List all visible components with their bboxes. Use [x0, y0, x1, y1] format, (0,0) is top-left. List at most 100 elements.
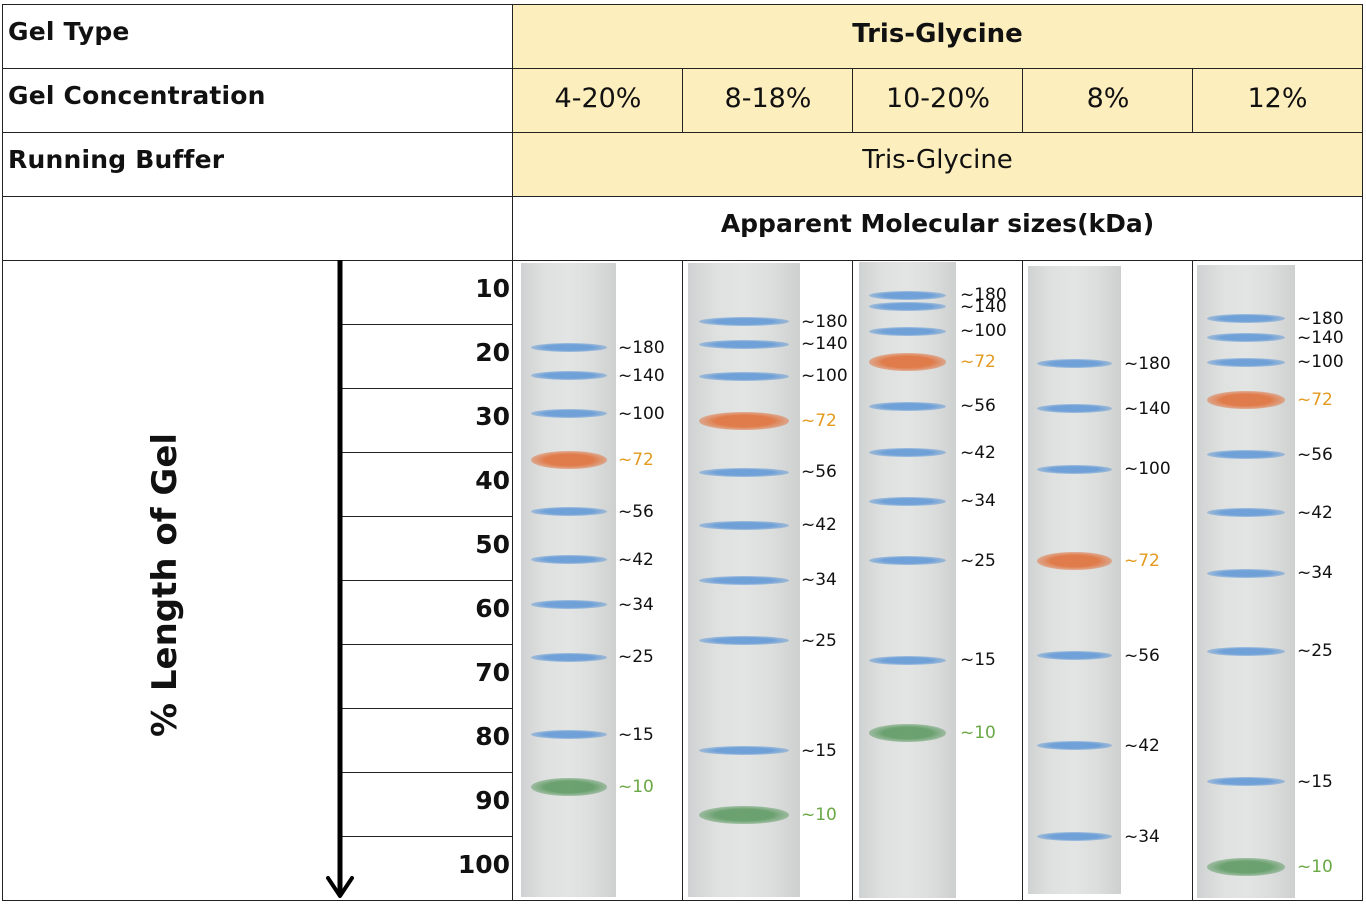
concentration-label: 10-20% — [885, 83, 991, 114]
band-kda-72 — [699, 411, 789, 430]
concentration-row — [513, 69, 1362, 132]
size-label: ~34 — [618, 594, 654, 615]
size-labels-8: ~180 ~140 ~100 ~72 ~56 ~42 ~34 — [1124, 266, 1184, 894]
size-label: ~56 — [801, 462, 837, 483]
band-kda-15 — [1206, 777, 1286, 787]
band-kda-72 — [1206, 391, 1286, 410]
size-label: ~56 — [1124, 645, 1160, 666]
size-label: ~72 — [1297, 390, 1333, 411]
band-kda-100 — [868, 326, 947, 336]
concentration-label: 8-18% — [724, 83, 812, 114]
band-kda-180 — [1037, 359, 1112, 369]
size-labels-12: ~180 ~140 ~100 ~72 ~56 ~42 ~34 ~25 ~15 ~10 — [1297, 265, 1359, 898]
band-kda-42 — [868, 448, 947, 458]
scale-line — [342, 388, 512, 389]
band-kda-180 — [530, 343, 607, 353]
band-kda-180 — [699, 317, 789, 327]
size-label: ~10 — [1297, 856, 1333, 877]
band-kda-25 — [530, 652, 607, 662]
band-kda-42 — [1037, 741, 1112, 751]
size-label: ~72 — [1124, 551, 1160, 572]
concentration-8-18: 8-18% — [683, 69, 853, 132]
border-left — [2, 4, 3, 901]
band-kda-34 — [699, 575, 789, 585]
band-kda-34 — [868, 496, 947, 506]
size-label: ~34 — [1124, 826, 1160, 847]
band-kda-10 — [868, 723, 947, 742]
size-label: ~10 — [618, 777, 654, 798]
band-kda-140 — [1037, 404, 1112, 414]
band-kda-100 — [530, 409, 607, 419]
length-tick: 50 — [475, 530, 510, 559]
size-label: ~56 — [960, 396, 996, 417]
row-line-3 — [2, 196, 1363, 197]
band-kda-56 — [699, 467, 789, 477]
lane-divider-1 — [682, 68, 683, 132]
band-kda-100 — [699, 371, 789, 381]
length-tick: 100 — [457, 850, 510, 879]
band-kda-34 — [530, 600, 607, 610]
size-label: ~34 — [960, 491, 996, 512]
length-tick: 20 — [475, 338, 510, 367]
size-label: ~25 — [1297, 641, 1333, 662]
size-label: ~140 — [1124, 398, 1171, 419]
concentration-8: 8% — [1023, 69, 1193, 132]
size-label: ~72 — [960, 351, 996, 372]
concentration-label: 8% — [1086, 83, 1130, 114]
running-buffer-value: Tris-Glycine — [862, 145, 1013, 175]
size-label: ~15 — [1297, 771, 1333, 792]
length-tick: 60 — [475, 594, 510, 623]
size-labels-10-20: ~180 ~140 ~100 ~72 ~56 ~42 ~34 ~25 ~15 ~10 — [960, 262, 1020, 898]
size-labels-4-20: ~180 ~140 ~100 ~72 ~56 ~42 ~34 ~25 ~15 ~10 — [618, 263, 678, 897]
band-kda-72 — [530, 451, 607, 470]
band-kda-15 — [699, 746, 789, 756]
band-kda-140 — [868, 302, 947, 312]
size-label: ~180 — [801, 311, 848, 332]
size-label: ~140 — [960, 296, 1007, 317]
band-kda-15 — [530, 730, 607, 740]
gel-lane-12 — [1197, 265, 1295, 898]
band-kda-56 — [1037, 651, 1112, 661]
band-kda-42 — [1206, 508, 1286, 517]
row-line-2 — [2, 132, 1363, 133]
size-label: ~56 — [618, 501, 654, 522]
scale-line — [342, 452, 512, 453]
scale-line — [342, 836, 512, 837]
concentration-10-20: 10-20% — [853, 69, 1023, 132]
size-label: ~100 — [960, 321, 1007, 342]
size-labels-8-18: ~180 ~140 ~100 ~72 ~56 ~42 ~34 ~25 ~15 ~10 — [801, 263, 851, 897]
size-label: ~42 — [618, 549, 654, 570]
size-label: ~34 — [1297, 563, 1333, 584]
size-label: ~100 — [618, 403, 665, 424]
size-label: ~42 — [1297, 502, 1333, 523]
size-label: ~140 — [801, 334, 848, 355]
size-label: ~180 — [960, 285, 1007, 306]
band-kda-56 — [1206, 450, 1286, 460]
concentration-4-20: 4-20% — [513, 69, 683, 132]
scale-line — [342, 644, 512, 645]
gel-lane-8 — [1028, 266, 1121, 894]
size-label: ~15 — [618, 724, 654, 745]
band-kda-10 — [530, 778, 607, 797]
border-right — [1362, 4, 1363, 901]
band-kda-140 — [1206, 333, 1286, 343]
length-tick: 10 — [475, 274, 510, 303]
label-column-divider — [512, 4, 513, 901]
gel-type-value: Tris-Glycine — [852, 19, 1023, 49]
size-label: ~42 — [801, 515, 837, 536]
band-kda-25 — [1206, 646, 1286, 656]
lane-divider-2 — [852, 68, 853, 132]
band-kda-140 — [699, 339, 789, 349]
scale-line — [342, 580, 512, 581]
size-label: ~72 — [618, 450, 654, 471]
size-label: ~34 — [801, 570, 837, 590]
size-label: ~10 — [801, 804, 837, 825]
lane-divider-8 — [1192, 260, 1193, 901]
size-label: ~72 — [801, 410, 837, 431]
size-label: ~10 — [960, 722, 996, 743]
band-kda-25 — [868, 556, 947, 566]
concentration-label: 12% — [1247, 83, 1308, 114]
size-label: ~15 — [960, 650, 996, 671]
lane-divider-4 — [1192, 68, 1193, 132]
